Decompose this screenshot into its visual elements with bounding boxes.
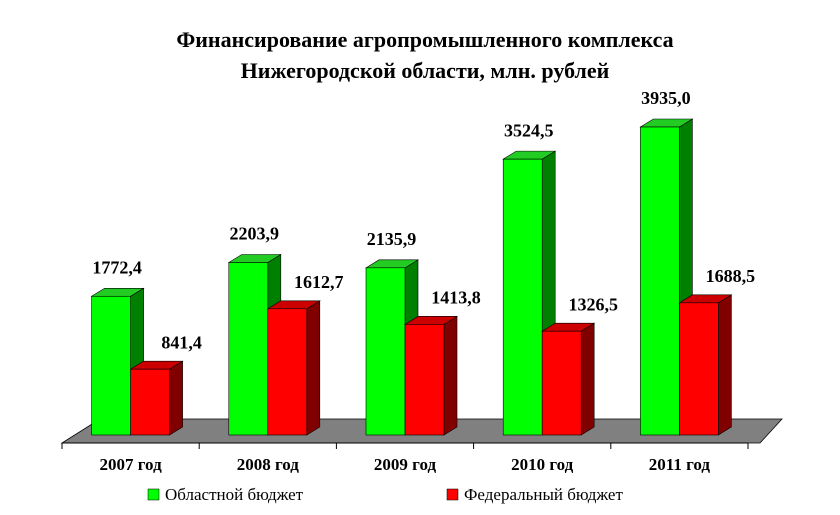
x-tick-label: 2011 год [649, 455, 711, 474]
x-tick-label: 2008 год [237, 455, 300, 474]
value-label: 1326,5 [568, 294, 618, 314]
bar-front [130, 368, 170, 436]
bar-front [502, 158, 543, 436]
bar-side [443, 315, 458, 436]
bar-front [228, 262, 269, 436]
chart-title: Финансирование агропромышленного комплек… [176, 27, 673, 52]
bar-front [91, 295, 131, 436]
bar-front [365, 267, 406, 436]
value-label: 2203,9 [230, 224, 280, 244]
bar [502, 150, 557, 436]
bar-front [404, 324, 445, 436]
bar-front [679, 302, 719, 436]
value-label: 1413,8 [431, 287, 481, 307]
bar-side [169, 360, 183, 436]
bar-side [580, 322, 595, 436]
value-label: 1612,7 [294, 272, 344, 292]
bar-front [267, 308, 308, 436]
x-tick-label: 2010 год [511, 455, 574, 474]
legend-label: Федеральный бюджет [464, 485, 623, 504]
bar-side [306, 300, 321, 436]
value-label: 1688,5 [706, 266, 756, 286]
legend-swatch [446, 488, 459, 501]
value-label: 3524,5 [504, 120, 554, 140]
value-label: 841,4 [161, 332, 202, 352]
x-tick-label: 2007 год [100, 455, 163, 474]
bar-front [541, 330, 582, 436]
legend-swatch [147, 488, 160, 501]
legend-label: Областной бюджет [165, 485, 304, 504]
bar [266, 300, 321, 436]
bar-front [640, 126, 680, 436]
value-label: 2135,9 [367, 229, 417, 249]
bar-side [718, 294, 732, 436]
chart-title: Нижегородской области, млн. рублей [241, 58, 610, 83]
value-label: 1772,4 [92, 257, 142, 277]
bar [227, 253, 282, 436]
bar [403, 315, 459, 436]
bar [541, 322, 596, 436]
bar [129, 360, 184, 436]
x-tick-label: 2009 год [374, 455, 437, 474]
value-label: 3935,0 [641, 88, 691, 108]
bar [678, 294, 733, 436]
